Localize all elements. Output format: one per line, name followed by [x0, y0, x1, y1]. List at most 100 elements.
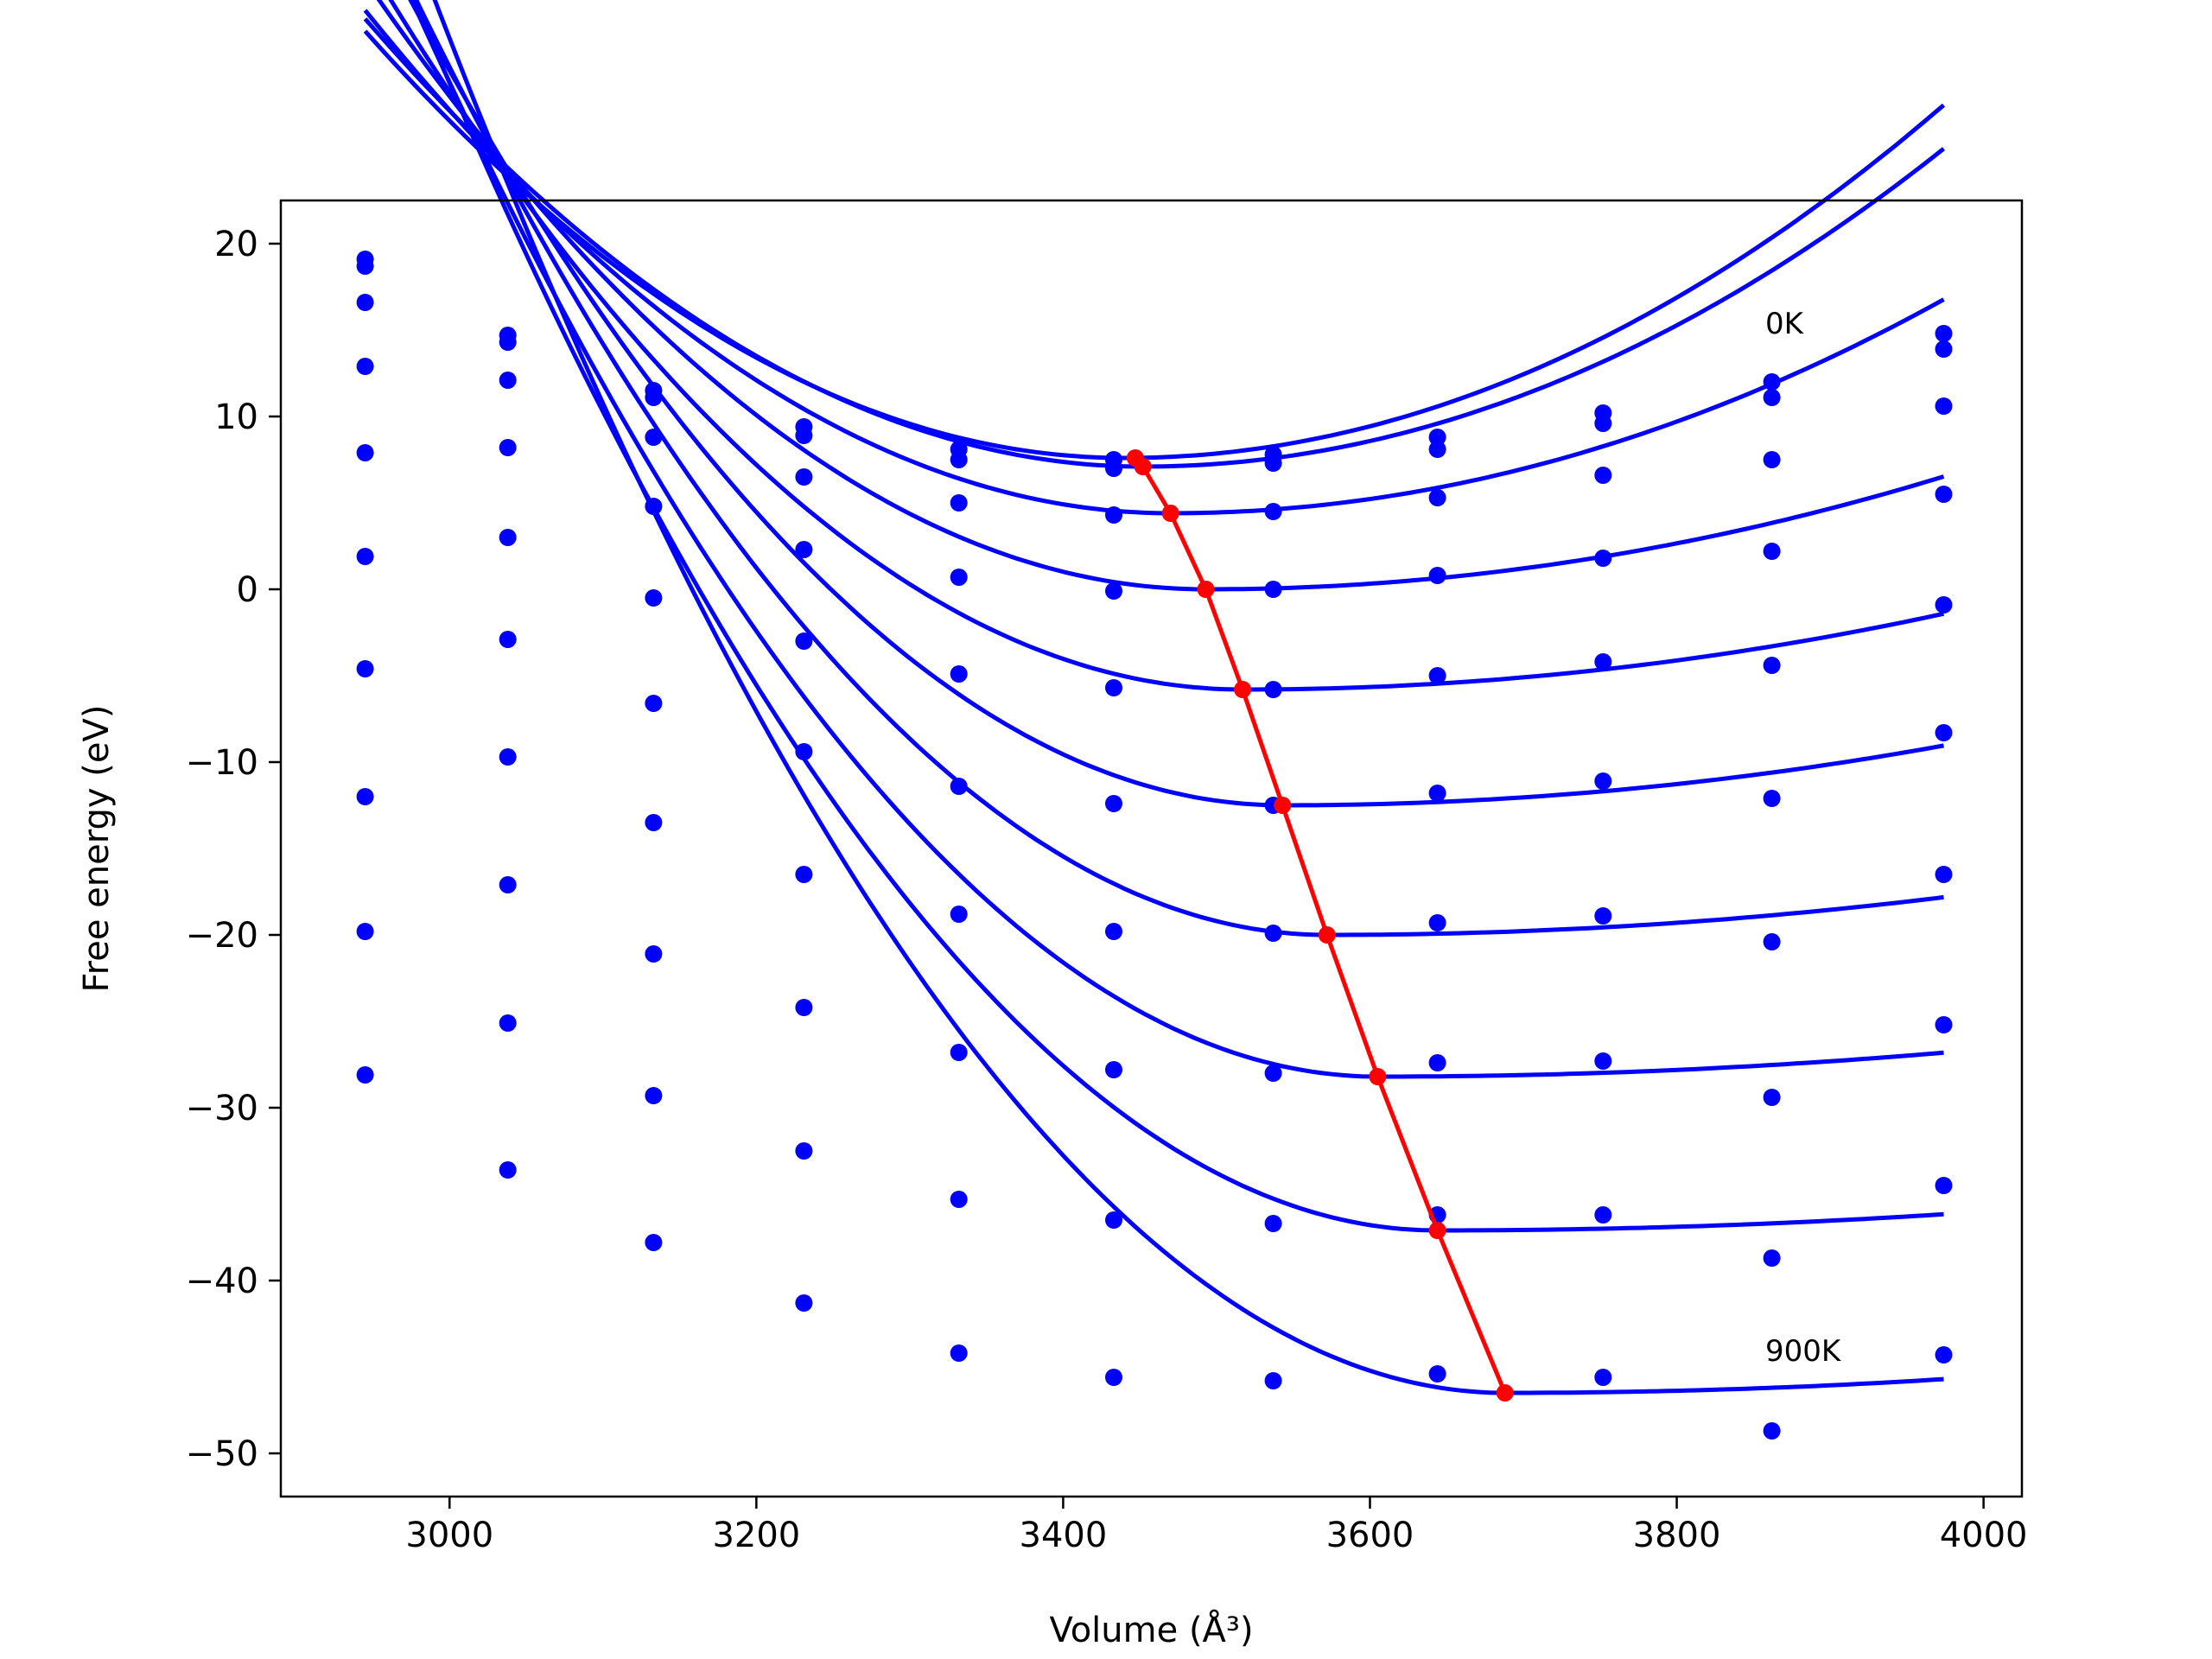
data-point-0-9: [1763, 373, 1781, 391]
data-point-4-10: [1935, 596, 1953, 613]
minimum-point-4: [1234, 681, 1252, 698]
y-axis-ticks: 20 10 0 −10 −20 −30 −40 −50: [186, 225, 281, 1474]
data-point-9-2: [645, 1234, 663, 1251]
data-point-4-5: [1105, 679, 1122, 696]
fit-curve-6: [414, 0, 1944, 938]
data-point-7-1: [499, 876, 517, 893]
fit-curve-0: [363, 29, 1946, 461]
data-point-7-3: [795, 999, 813, 1016]
data-point-6-8: [1594, 907, 1612, 925]
x-tick-label-4: 3800: [1633, 1516, 1721, 1555]
x-axis-ticks: 3000 3200 3400 3600 3800 4000: [405, 1497, 2028, 1555]
x-tick-label-1: 3200: [712, 1516, 800, 1555]
data-point-8-4: [950, 1191, 968, 1208]
data-point-6-9: [1763, 933, 1781, 950]
data-point-7-7: [1428, 1054, 1446, 1071]
data-point-5-5: [1105, 795, 1122, 812]
data-point-3-8: [1594, 550, 1612, 567]
data-point-5-9: [1763, 790, 1781, 807]
data-point-1-0: [356, 257, 374, 275]
fit-curve-7: [409, 0, 1944, 1079]
y-tick-label-0: 20: [214, 225, 258, 264]
data-point-1-5: [1105, 460, 1122, 477]
data-point-7-5: [1105, 1061, 1122, 1078]
minimum-point-9: [1496, 1384, 1514, 1402]
data-point-5-2: [645, 695, 663, 712]
data-point-2-7: [1428, 489, 1446, 506]
data-point-1-9: [1763, 389, 1781, 406]
data-point-2-10: [1935, 397, 1953, 415]
data-point-5-10: [1935, 724, 1953, 741]
x-tick-label-3: 3600: [1326, 1516, 1414, 1555]
data-point-3-6: [1264, 581, 1282, 598]
data-point-2-1: [499, 372, 517, 389]
data-point-9-4: [950, 1344, 968, 1362]
data-point-8-6: [1264, 1215, 1282, 1232]
y-tick-label-5: −30: [186, 1089, 258, 1128]
fit-curve-9: [432, 0, 1944, 1395]
data-point-7-0: [356, 788, 374, 805]
data-point-3-0: [356, 358, 374, 375]
data-point-9-6: [1264, 1372, 1282, 1389]
x-axis-label: Volume (Å³): [1049, 1609, 1253, 1650]
minimum-point-8: [1428, 1222, 1446, 1239]
data-point-8-5: [1105, 1211, 1122, 1229]
data-point-0-7: [1428, 429, 1446, 446]
y-tick-label-4: −20: [186, 916, 258, 956]
data-point-3-9: [1763, 543, 1781, 560]
data-point-6-5: [1105, 923, 1122, 940]
data-point-7-6: [1264, 1065, 1282, 1082]
data-point-2-0: [356, 294, 374, 311]
data-point-2-8: [1594, 467, 1612, 484]
data-point-1-2: [645, 389, 663, 406]
x-tick-label-0: 3000: [405, 1516, 493, 1555]
data-point-3-3: [795, 541, 813, 558]
data-point-3-1: [499, 439, 517, 456]
data-point-4-4: [950, 665, 968, 683]
fit-curve-2: [363, 9, 1945, 516]
data-point-6-10: [1935, 866, 1953, 883]
data-point-2-6: [1264, 503, 1282, 520]
data-point-8-10: [1935, 1177, 1953, 1194]
data-point-9-10: [1935, 1346, 1953, 1363]
data-point-3-7: [1428, 567, 1446, 584]
data-point-2-3: [795, 468, 813, 486]
data-point-6-4: [950, 906, 968, 923]
data-point-8-0: [356, 923, 374, 940]
minimum-point-7: [1369, 1068, 1387, 1085]
data-point-4-3: [795, 632, 813, 650]
data-point-9-9: [1763, 1422, 1781, 1440]
data-point-3-10: [1935, 486, 1953, 503]
data-point-1-7: [1428, 441, 1446, 458]
data-point-5-4: [950, 778, 968, 795]
minimum-point-1: [1134, 458, 1152, 475]
data-point-2-4: [950, 494, 968, 512]
data-point-2-2: [645, 429, 663, 446]
data-point-0-10: [1935, 325, 1953, 342]
data-point-9-3: [795, 1294, 813, 1312]
y-tick-label-1: 10: [214, 397, 258, 437]
data-point-9-7: [1428, 1365, 1446, 1382]
data-point-1-1: [499, 334, 517, 351]
data-point-6-0: [356, 660, 374, 677]
y-tick-label-3: −10: [186, 743, 258, 783]
data-point-4-9: [1763, 657, 1781, 674]
fit-curves: [363, 0, 1946, 1395]
data-point-3-2: [645, 498, 663, 515]
minimum-point-5: [1274, 797, 1292, 814]
x-tick-label-5: 4000: [1940, 1516, 2028, 1555]
data-point-7-9: [1763, 1089, 1781, 1106]
data-point-1-8: [1594, 415, 1612, 432]
data-point-9-0: [356, 1066, 374, 1084]
minimum-point-6: [1318, 926, 1336, 944]
minimum-line: [1126, 449, 1514, 1402]
data-point-3-5: [1105, 582, 1122, 600]
data-point-4-8: [1594, 653, 1612, 671]
data-point-1-3: [795, 427, 813, 444]
data-point-3-4: [950, 569, 968, 586]
y-tick-label-6: −40: [186, 1262, 258, 1301]
fit-curve-5: [408, 0, 1944, 808]
y-axis-label: Free energy (eV): [77, 705, 117, 993]
minimum-point-2: [1161, 505, 1179, 522]
